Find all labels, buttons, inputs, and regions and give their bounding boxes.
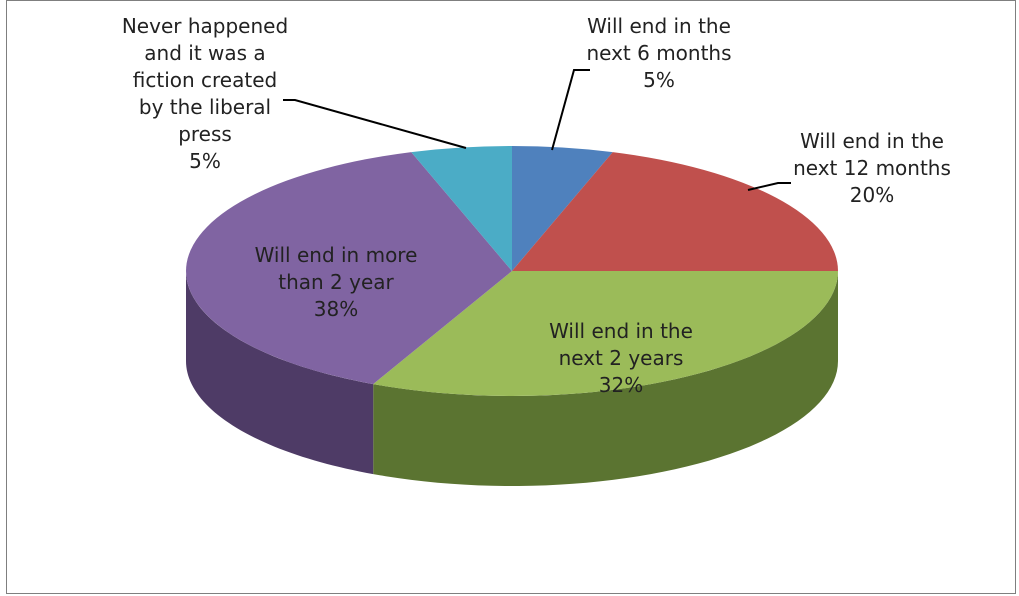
- slice-label-4-line-5: 5%: [189, 149, 221, 173]
- slice-label-4-line-1: and it was a: [144, 41, 265, 65]
- slice-label-4-line-4: press: [178, 122, 232, 146]
- pie-side-3: [186, 271, 374, 475]
- leader-line-1: [747, 182, 791, 191]
- pie-slice-1: [512, 152, 838, 271]
- slice-label-2-line-2: 32%: [599, 373, 643, 397]
- pie-side-2: [373, 271, 838, 486]
- slice-label-2: Will end in the next 2 years 32%: [549, 319, 693, 397]
- pie-slice-3: [186, 152, 512, 385]
- pie-slice-4: [411, 146, 512, 271]
- slice-label-1-line-1: next 12 months: [793, 156, 951, 180]
- slice-label-3: Will end in more than 2 year 38%: [255, 243, 418, 321]
- slice-label-2-line-1: next 2 years: [559, 346, 684, 370]
- leader-line-0: [551, 69, 590, 151]
- slice-label-3-line-2: 38%: [314, 297, 358, 321]
- slice-label-0-line-0: Will end in the: [587, 14, 731, 38]
- slice-label-1-line-0: Will end in the: [800, 129, 944, 153]
- slice-label-0-line-1: next 6 months: [586, 41, 731, 65]
- pie-slice-0: [512, 146, 613, 271]
- slice-label-2-line-0: Will end in the: [549, 319, 693, 343]
- pie-tops: [186, 146, 838, 396]
- slice-label-4-line-2: fiction created: [133, 68, 277, 92]
- slice-label-4: Never happened and it was a fiction create…: [122, 14, 288, 173]
- slice-label-4-line-0: Never happened: [122, 14, 288, 38]
- slice-label-4-line-3: by the liberal: [139, 95, 271, 119]
- slice-label-3-line-0: Will end in more: [255, 243, 418, 267]
- pie-slice-2: [373, 271, 838, 396]
- slice-label-0: Will end in the next 6 months 5%: [586, 14, 731, 92]
- slice-label-0-line-2: 5%: [643, 68, 675, 92]
- pie-sides: [186, 271, 838, 486]
- slice-label-3-line-1: than 2 year: [278, 270, 394, 294]
- leader-line-4: [283, 99, 467, 149]
- leader-lines: [283, 69, 791, 191]
- slice-label-1: Will end in the next 12 months 20%: [793, 129, 951, 207]
- slice-label-1-line-2: 20%: [850, 183, 894, 207]
- slice-labels: Will end in the next 6 months 5%Will end i…: [122, 14, 951, 397]
